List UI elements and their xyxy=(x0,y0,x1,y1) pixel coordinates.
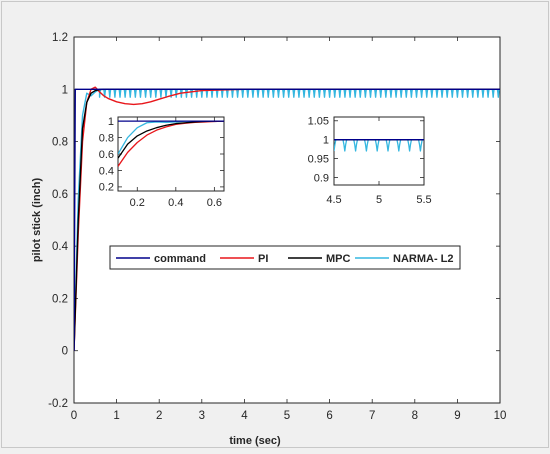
main-tick-layer: 0 1 2 3 4 5 6 7 8 9 10-0.200.20.40.60.811.2 xyxy=(48,32,506,422)
main-xtick-label: 3 xyxy=(199,410,205,422)
legend-label-pi: PI xyxy=(258,253,268,265)
main-series-command xyxy=(74,88,500,351)
legend-label-command: command xyxy=(154,253,206,265)
inset2-xtick-label: 5.5 xyxy=(416,194,431,206)
main-xtick-label: 6 xyxy=(326,410,332,422)
inset2-ytick-label: 1.05 xyxy=(308,116,329,128)
main-xtick-label: 1 xyxy=(113,410,119,422)
inset2-axes-box xyxy=(333,116,425,186)
main-xtick-label: 2 xyxy=(156,410,162,422)
main-xtick-label: 9 xyxy=(454,410,460,422)
main-xtick-label: 0 xyxy=(71,410,77,422)
inset2-ytick-label: 0.9 xyxy=(314,172,329,184)
y-axis-label: pilot stick (inch) xyxy=(31,177,43,262)
inset2-ytick-label: 1 xyxy=(323,135,329,147)
main-xtick-label: 5 xyxy=(284,410,290,422)
inset1-xtick-label: 0.2 xyxy=(130,197,145,209)
inset1-xtick-label: 0.6 xyxy=(207,197,222,209)
main-ytick-label: 0.2 xyxy=(52,293,68,305)
main-ytick-label: 0.4 xyxy=(52,241,69,253)
main-ytick-label: 1 xyxy=(62,84,68,96)
inset-zoom-rise: 0.2 0.4 0.6 0.2 0.4 0.6 0.8 1 xyxy=(99,116,225,209)
main-ytick-label: -0.2 xyxy=(48,398,68,410)
main-ytick-label: 0.6 xyxy=(52,189,68,201)
inset2-xtick-label: 5 xyxy=(376,194,382,206)
main-xtick-label: 8 xyxy=(412,410,418,422)
main-axes-box xyxy=(73,36,501,404)
inset1-xtick-label: 0.4 xyxy=(168,197,183,209)
inset1-ytick-label: 0.8 xyxy=(99,132,114,144)
inset1-ytick-label: 0.6 xyxy=(99,149,114,161)
legend: command PI MPC NARMA- L2 xyxy=(109,245,461,270)
inset1-ytick-label: 0.4 xyxy=(99,165,114,177)
inset2-ytick-label: 0.95 xyxy=(308,153,329,165)
legend-label-mpc: MPC xyxy=(326,253,351,265)
main-xtick-label: 10 xyxy=(494,410,507,422)
inset1-ytick-label: 1 xyxy=(108,116,114,128)
legend-box xyxy=(109,245,461,270)
inset-zoom-steady: 4.5 5 5.5 0.9 0.95 1 1.05 xyxy=(308,116,432,206)
inset1-ytick-label: 0.2 xyxy=(99,182,114,194)
main-ytick-label: 0 xyxy=(62,346,68,358)
inset2-xtick-label: 4.5 xyxy=(326,194,341,206)
main-xtick-label: 4 xyxy=(241,410,248,422)
main-ytick-label: 1.2 xyxy=(52,32,68,44)
inset1-axes-box xyxy=(117,116,225,192)
legend-entries: command PI MPC NARMA- L2 xyxy=(116,253,454,265)
main-xtick-label: 7 xyxy=(369,410,375,422)
main-series-layer xyxy=(74,86,500,351)
main-ytick-label: 0.8 xyxy=(52,137,68,149)
legend-label-narma-l2: NARMA- L2 xyxy=(393,253,454,265)
x-axis-label: time (sec) xyxy=(229,435,281,447)
